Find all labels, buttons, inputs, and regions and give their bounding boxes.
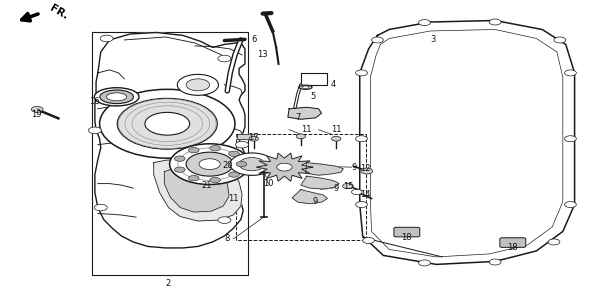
Circle shape bbox=[199, 159, 220, 169]
Text: 2: 2 bbox=[166, 279, 171, 288]
Circle shape bbox=[100, 35, 113, 42]
Circle shape bbox=[210, 177, 221, 183]
Circle shape bbox=[332, 136, 341, 141]
Circle shape bbox=[218, 55, 231, 62]
Circle shape bbox=[88, 127, 101, 134]
Text: 18: 18 bbox=[402, 233, 412, 242]
Ellipse shape bbox=[94, 88, 139, 106]
Circle shape bbox=[363, 237, 375, 244]
Circle shape bbox=[229, 151, 240, 157]
Text: 11: 11 bbox=[301, 125, 312, 134]
Text: 9: 9 bbox=[351, 163, 356, 172]
Text: FR.: FR. bbox=[48, 3, 70, 22]
Circle shape bbox=[188, 175, 199, 181]
Text: 11: 11 bbox=[331, 125, 342, 134]
Circle shape bbox=[249, 136, 258, 141]
Circle shape bbox=[489, 259, 501, 265]
Circle shape bbox=[229, 172, 240, 177]
Polygon shape bbox=[154, 159, 242, 221]
Text: 5: 5 bbox=[310, 92, 315, 101]
Circle shape bbox=[186, 79, 209, 91]
Text: 12: 12 bbox=[360, 164, 371, 173]
Circle shape bbox=[565, 70, 576, 76]
Circle shape bbox=[210, 146, 221, 151]
Circle shape bbox=[235, 141, 248, 148]
Text: 18: 18 bbox=[507, 244, 518, 253]
Polygon shape bbox=[165, 168, 229, 212]
Text: 16: 16 bbox=[90, 97, 100, 106]
Text: 21: 21 bbox=[201, 181, 212, 190]
Circle shape bbox=[170, 144, 250, 185]
Text: 7: 7 bbox=[295, 113, 301, 122]
Circle shape bbox=[356, 70, 368, 76]
Circle shape bbox=[175, 167, 185, 172]
Text: 19: 19 bbox=[31, 110, 41, 119]
Circle shape bbox=[236, 161, 247, 167]
Text: 15: 15 bbox=[343, 182, 353, 191]
Circle shape bbox=[548, 239, 560, 245]
Circle shape bbox=[31, 106, 43, 112]
Polygon shape bbox=[288, 107, 322, 119]
Circle shape bbox=[277, 163, 292, 171]
Circle shape bbox=[372, 37, 384, 43]
Polygon shape bbox=[256, 153, 313, 181]
Text: 10: 10 bbox=[263, 179, 274, 188]
Circle shape bbox=[218, 217, 231, 223]
Circle shape bbox=[94, 204, 107, 211]
Circle shape bbox=[361, 168, 373, 174]
Ellipse shape bbox=[117, 98, 217, 149]
Text: 9: 9 bbox=[333, 184, 339, 193]
Circle shape bbox=[188, 147, 199, 153]
Circle shape bbox=[356, 136, 368, 142]
Text: 11: 11 bbox=[228, 194, 238, 203]
Circle shape bbox=[186, 152, 233, 176]
Polygon shape bbox=[306, 163, 343, 175]
Text: 9: 9 bbox=[313, 197, 318, 206]
Polygon shape bbox=[301, 176, 339, 189]
Circle shape bbox=[489, 19, 501, 25]
Text: 17: 17 bbox=[248, 133, 259, 142]
Polygon shape bbox=[292, 190, 327, 204]
Circle shape bbox=[419, 20, 430, 26]
Ellipse shape bbox=[100, 89, 235, 158]
Text: 8: 8 bbox=[225, 234, 230, 244]
Circle shape bbox=[356, 202, 368, 208]
Circle shape bbox=[565, 136, 576, 142]
FancyBboxPatch shape bbox=[500, 238, 526, 247]
Circle shape bbox=[230, 153, 274, 175]
Ellipse shape bbox=[107, 93, 127, 101]
Circle shape bbox=[177, 74, 218, 95]
Ellipse shape bbox=[302, 86, 309, 88]
Circle shape bbox=[343, 183, 353, 189]
Text: 20: 20 bbox=[222, 161, 232, 170]
Text: 13: 13 bbox=[257, 51, 268, 59]
Circle shape bbox=[565, 202, 576, 208]
Circle shape bbox=[419, 260, 430, 266]
Circle shape bbox=[175, 156, 185, 161]
Ellipse shape bbox=[299, 85, 312, 89]
Text: 4: 4 bbox=[330, 80, 336, 89]
Polygon shape bbox=[360, 20, 575, 264]
Circle shape bbox=[352, 189, 362, 195]
Circle shape bbox=[296, 134, 306, 139]
Text: 6: 6 bbox=[251, 36, 257, 45]
Text: 14: 14 bbox=[360, 190, 371, 199]
Text: 3: 3 bbox=[431, 36, 436, 45]
FancyBboxPatch shape bbox=[394, 227, 420, 237]
Circle shape bbox=[554, 37, 566, 43]
Polygon shape bbox=[95, 33, 245, 248]
Circle shape bbox=[239, 157, 265, 171]
Ellipse shape bbox=[100, 90, 133, 104]
Polygon shape bbox=[237, 134, 254, 139]
Polygon shape bbox=[301, 73, 327, 85]
Circle shape bbox=[145, 112, 189, 135]
